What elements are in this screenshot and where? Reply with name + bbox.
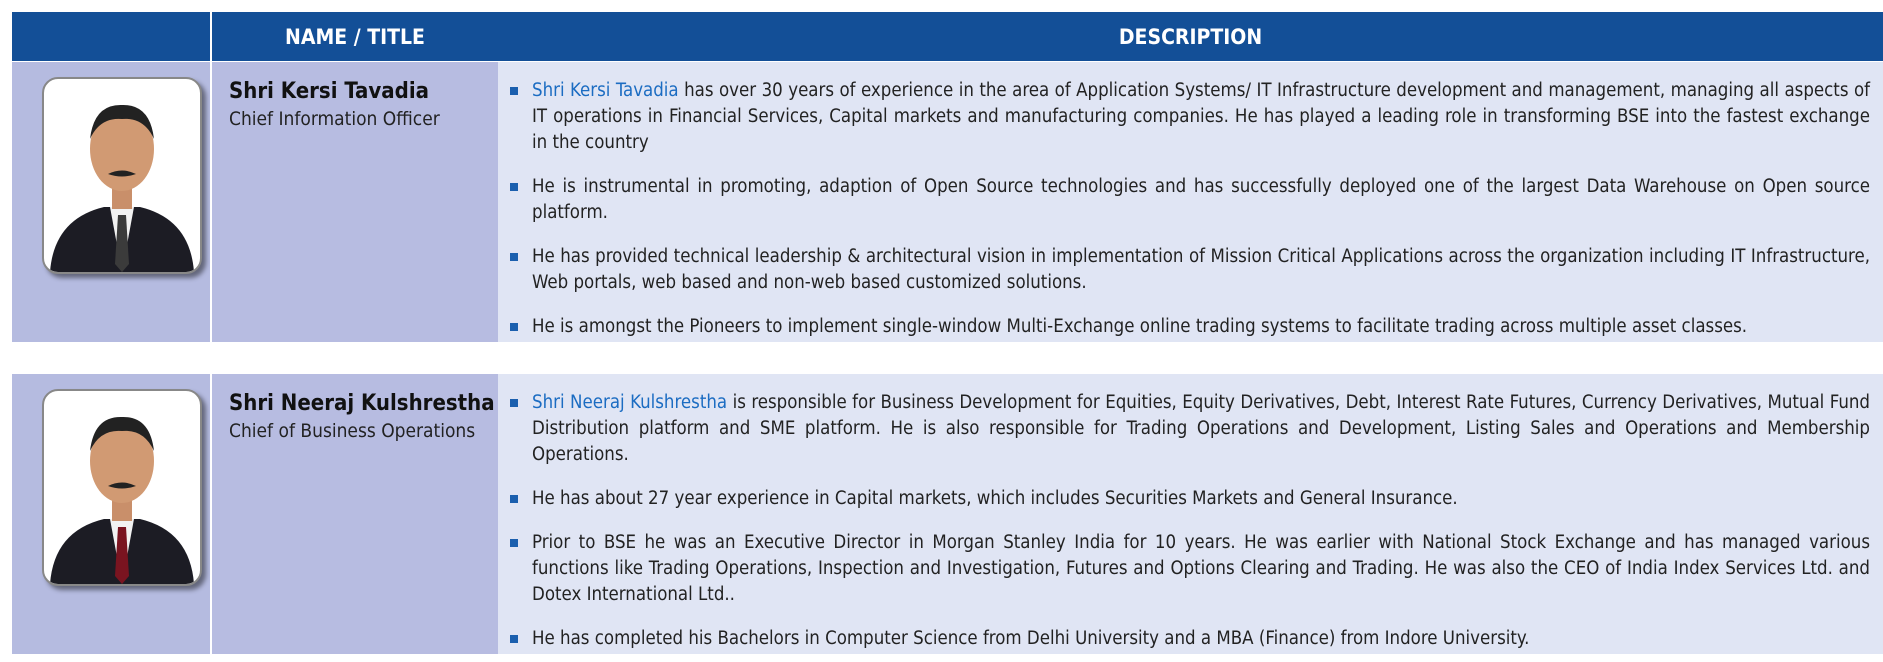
bullet: Prior to BSE he was an Executive Directo… xyxy=(510,530,1870,608)
bullet: Shri Kersi Tavadia has over 30 years of … xyxy=(510,78,1870,156)
description-cell: Shri Neeraj Kulshrestha is responsible f… xyxy=(498,374,1883,654)
bullet: Shri Neeraj Kulshrestha is responsible f… xyxy=(510,390,1870,468)
header-blank xyxy=(12,12,210,61)
bullet: He is instrumental in promoting, adaptio… xyxy=(510,174,1870,226)
header-desc: DESCRIPTION xyxy=(498,12,1883,61)
bullet-text: is responsible for Business Development … xyxy=(532,392,1870,465)
name-link: Shri Neeraj Kulshrestha xyxy=(532,392,728,413)
photo-cell xyxy=(12,374,210,654)
name-cell: Shri Kersi Tavadia Chief Information Offi… xyxy=(212,62,498,342)
description-cell: Shri Kersi Tavadia has over 30 years of … xyxy=(498,62,1883,342)
header-name: NAME / TITLE xyxy=(212,12,498,61)
person-title: Chief Information Officer xyxy=(229,108,440,130)
person-name: Shri Kersi Tavadia xyxy=(229,79,429,104)
bullet: He has provided technical leadership & a… xyxy=(510,244,1870,296)
portrait xyxy=(50,104,194,272)
photo-cell xyxy=(12,62,210,342)
person-name: Shri Neeraj Kulshrestha xyxy=(229,391,495,416)
name-link: Shri Kersi Tavadia xyxy=(532,80,679,101)
bullet-text: has over 30 years of experience in the a… xyxy=(532,80,1870,153)
person-title: Chief of Business Operations xyxy=(229,420,476,442)
photo xyxy=(42,389,202,586)
header-text: DESCRIPTION xyxy=(1118,24,1263,49)
bullet: He has completed his Bachelors in Comput… xyxy=(510,626,1870,652)
portrait xyxy=(50,416,194,584)
photo xyxy=(42,77,202,274)
header-text: NAME / TITLE xyxy=(285,24,425,49)
name-cell: Shri Neeraj Kulshrestha Chief of Business… xyxy=(212,374,498,654)
bullet: He is amongst the Pioneers to implement … xyxy=(510,314,1870,340)
bullet: He has about 27 year experience in Capit… xyxy=(510,486,1870,512)
